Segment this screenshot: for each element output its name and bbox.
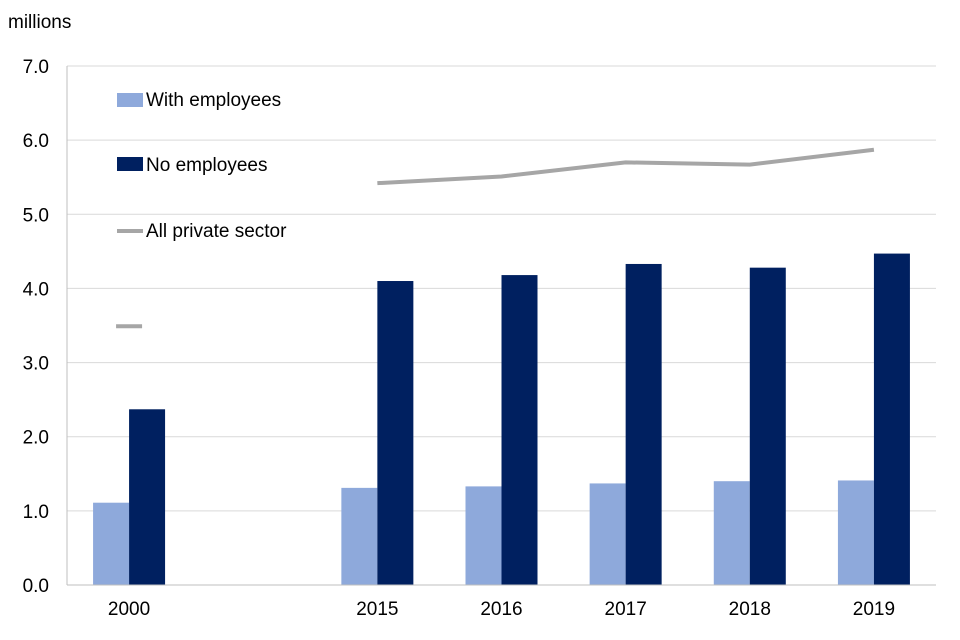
bar-with-employees-2015	[341, 487, 378, 585]
legend-swatch-with-employees	[117, 93, 143, 107]
bar-no-employees-2016	[501, 275, 538, 585]
y-tick-label: 1.0	[23, 502, 49, 523]
y-tick-label: 4.0	[23, 279, 49, 300]
y-tick-label: 3.0	[23, 354, 49, 375]
x-tick-label: 2017	[605, 599, 647, 620]
x-tick-label: 2019	[853, 599, 895, 620]
y-tick-label: 2.0	[23, 428, 49, 449]
legend-swatch-no-employees	[117, 157, 143, 171]
x-axis-ticks: 2000 2015 2016 2017 2018 2019	[108, 599, 895, 620]
legend-label-all-private-sector: All private sector	[146, 221, 287, 242]
bar-no-employees-2015	[377, 281, 414, 585]
legend-label-with-employees: With employees	[146, 90, 281, 111]
line-series	[116, 147, 875, 329]
bars	[93, 253, 910, 585]
bar-no-employees-2019	[873, 253, 910, 585]
y-tick-label: 5.0	[23, 205, 49, 226]
bar-no-employees-2018	[749, 267, 786, 585]
bar-with-employees-2016	[465, 486, 502, 585]
y-axis-ticks: 0.0 1.0 2.0 3.0 4.0 5.0 6.0 7.0	[23, 57, 49, 597]
y-axis-unit-label: millions	[8, 12, 71, 33]
legend: With employees No employees All private …	[117, 90, 287, 242]
x-tick-label: 2018	[729, 599, 771, 620]
bar-no-employees-2000	[129, 409, 166, 585]
legend-label-no-employees: No employees	[146, 155, 267, 176]
x-tick-label: 2015	[356, 599, 398, 620]
y-tick-label: 7.0	[23, 57, 49, 78]
bar-with-employees-2017	[589, 483, 626, 585]
y-tick-label: 0.0	[23, 576, 49, 597]
bar-with-employees-2000	[93, 502, 130, 585]
x-tick-label: 2000	[108, 599, 150, 620]
x-tick-label: 2016	[480, 599, 522, 620]
bar-with-employees-2019	[837, 480, 874, 585]
line-all-private-sector	[377, 147, 875, 186]
y-tick-label: 6.0	[23, 131, 49, 152]
bar-with-employees-2018	[713, 481, 750, 585]
bar-no-employees-2017	[625, 263, 662, 585]
